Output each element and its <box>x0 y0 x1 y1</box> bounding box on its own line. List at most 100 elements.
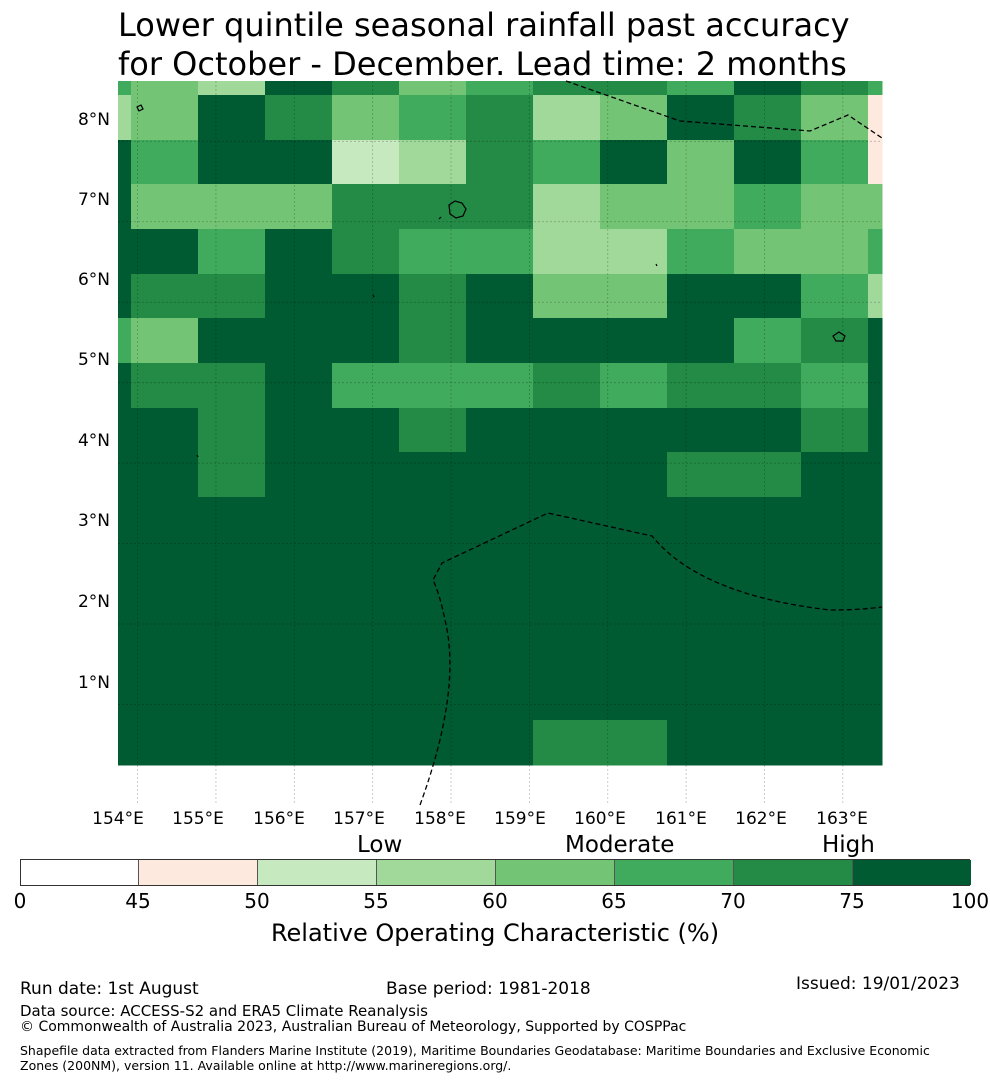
grid-cell <box>600 497 668 543</box>
grid-cell <box>801 274 869 319</box>
grid-cell <box>801 408 869 453</box>
grid-cell <box>265 140 333 185</box>
grid-cell <box>466 676 534 721</box>
grid-cell <box>118 274 132 319</box>
grid-cell <box>198 95 266 141</box>
tick-70: 70 <box>720 889 746 913</box>
grid-cell <box>131 676 199 721</box>
lat-label-1n: 1°N <box>77 673 110 693</box>
grid-cell <box>734 408 802 453</box>
grid-cell <box>399 542 467 587</box>
grid-cell <box>466 497 534 543</box>
issued-date: Issued: 19/01/2023 <box>796 974 960 994</box>
grid-cell <box>332 497 400 543</box>
grid-cell <box>399 140 467 185</box>
grid-cell <box>667 95 735 141</box>
grid-cell <box>868 318 883 364</box>
grid-cell <box>332 631 400 677</box>
grid-cell <box>332 452 400 498</box>
grid-cell <box>734 452 802 498</box>
grid-cell <box>399 229 467 275</box>
grid-cell <box>265 229 333 275</box>
grid-cell <box>131 720 199 766</box>
grid-cell <box>332 363 400 409</box>
grid-cell <box>600 676 668 721</box>
grid-cell <box>332 274 400 319</box>
grid-cell <box>600 542 668 587</box>
grid-cell <box>868 408 883 453</box>
grid-cell <box>600 140 668 185</box>
grid-cell <box>198 542 266 587</box>
grid-cell <box>332 81 400 96</box>
colorbar-segment <box>853 860 971 885</box>
grid-cell <box>466 95 534 141</box>
title-line-1: Lower quintile seasonal rainfall past ac… <box>118 6 850 44</box>
grid-cell <box>868 81 883 96</box>
grid-cell <box>466 542 534 587</box>
grid-cell <box>265 720 333 766</box>
grid-cell <box>118 229 132 275</box>
lat-label-7n: 7°N <box>77 190 110 210</box>
grid-cell <box>667 184 735 230</box>
grid-cell <box>734 95 802 141</box>
grid-cell <box>734 318 802 364</box>
grid-cell <box>198 676 266 721</box>
grid-cell <box>198 274 266 319</box>
grid-cell <box>600 318 668 364</box>
grid-cell <box>600 586 668 632</box>
grid-cell <box>533 586 601 632</box>
grid-cell <box>131 184 199 230</box>
grid-cell <box>600 184 668 230</box>
tick-100: 100 <box>950 889 990 913</box>
tick-65: 65 <box>601 889 627 913</box>
grid-cell <box>265 631 333 677</box>
grid-cell <box>399 184 467 230</box>
grid-cell <box>667 318 735 364</box>
lon-label-158e: 158°E <box>414 809 466 829</box>
data-source: Data source: ACCESS-S2 and ERA5 Climate … <box>20 1002 428 1020</box>
lon-label-162e: 162°E <box>735 809 787 829</box>
grid-cell <box>533 720 601 766</box>
grid-cell <box>734 274 802 319</box>
grid-cell <box>533 676 601 721</box>
lon-label-155e: 155°E <box>172 809 224 829</box>
grid-cell <box>667 497 735 543</box>
lat-label-2n: 2°N <box>77 592 110 612</box>
grid-cell <box>466 229 534 275</box>
tick-0: 0 <box>13 889 27 913</box>
grid-cell <box>533 452 601 498</box>
grid-cell <box>734 184 802 230</box>
grid-cell <box>131 452 199 498</box>
grid-cell <box>131 586 199 632</box>
grid-cell <box>734 81 802 96</box>
grid-cell <box>332 184 400 230</box>
grid-cell <box>131 631 199 677</box>
grid-cell <box>667 631 735 677</box>
grid-cell <box>667 586 735 632</box>
grid-cell <box>466 720 534 766</box>
grid-cell <box>131 363 199 409</box>
grid-cell <box>734 720 802 766</box>
grid-cell <box>332 318 400 364</box>
eez-boundary-south <box>419 512 883 806</box>
grid-cell <box>466 274 534 319</box>
grid-cell <box>265 452 333 498</box>
grid-cell <box>801 184 869 230</box>
grid-cell <box>533 95 601 141</box>
grid-cell <box>198 81 266 96</box>
tick-50: 50 <box>244 889 270 913</box>
grid-cell <box>600 452 668 498</box>
grid-cell <box>198 184 266 230</box>
lon-label-161e: 161°E <box>655 809 707 829</box>
grid-cell <box>118 452 132 498</box>
colorbar-segment <box>496 860 615 885</box>
island-dot-4 <box>196 454 199 458</box>
grid-cell <box>801 318 869 364</box>
grid-cell <box>600 720 668 766</box>
grid-cell <box>734 140 802 185</box>
grid-cell <box>265 318 333 364</box>
grid-cell <box>198 318 266 364</box>
grid-cell <box>118 140 132 185</box>
grid-cell <box>466 408 534 453</box>
